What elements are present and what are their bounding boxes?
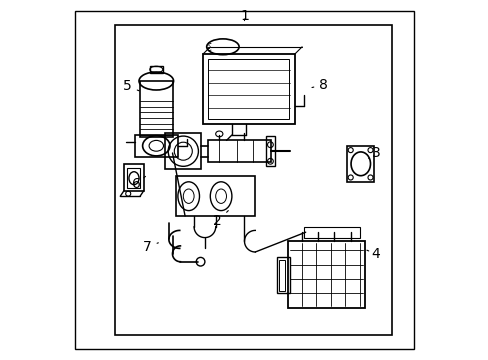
Bar [165,133,201,169]
Bar [287,241,365,308]
Bar [346,146,373,182]
Bar [208,59,289,119]
Text: 7: 7 [142,240,158,253]
Bar [115,25,391,335]
Bar [126,168,140,188]
Bar [123,164,143,191]
Bar [276,257,289,293]
Text: 5: 5 [123,80,139,93]
Bar [303,227,359,238]
Bar [278,260,285,291]
Bar [149,66,163,73]
Text: 4: 4 [366,247,380,261]
Bar [265,136,275,166]
Bar [140,81,172,137]
Text: 1: 1 [240,9,248,23]
Bar [134,135,178,157]
Text: 8: 8 [311,78,327,91]
Text: 3: 3 [368,146,380,160]
Bar [208,140,271,162]
Text: 2: 2 [213,211,228,228]
Text: 6: 6 [132,176,145,190]
Bar [176,176,255,216]
Bar [203,54,294,124]
